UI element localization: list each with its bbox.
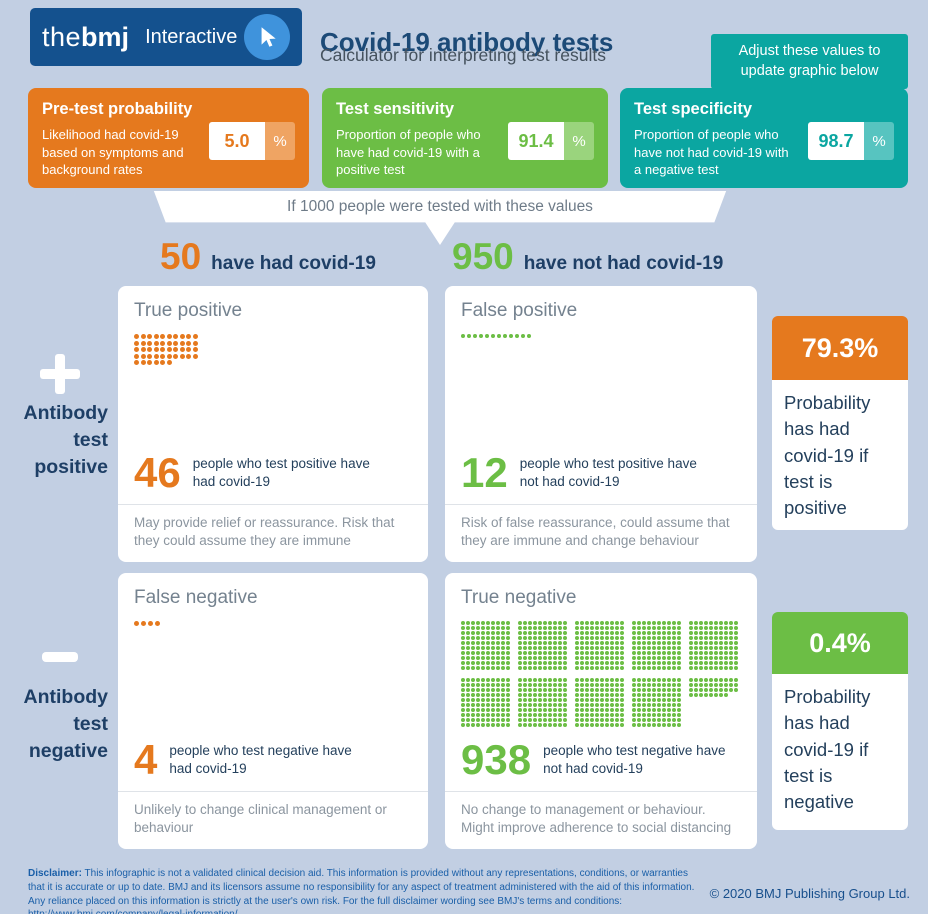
interactive-click-icon <box>244 14 290 60</box>
disclaimer-body: This infographic is not a validated clin… <box>28 868 695 914</box>
true-negative-card: True negative 938 people who test negati… <box>445 573 757 849</box>
positive-result-label: Probability has had covid-19 if test is … <box>784 392 871 519</box>
sensitivity-input-group: % <box>508 122 594 160</box>
specificity-input-group: % <box>808 122 894 160</box>
false-positive-count: 12 <box>461 448 508 496</box>
false-negative-card: False negative 4 people who test negativ… <box>118 573 428 849</box>
false-positive-desc: people who test positive have not had co… <box>519 456 697 489</box>
test-specificity-input[interactable] <box>808 122 864 160</box>
false-positive-dot-grid <box>461 334 741 338</box>
pretest-probability-input[interactable] <box>209 122 265 160</box>
false-negative-number-row: 4 people who test negative have had covi… <box>134 735 412 783</box>
disclaimer-text: Disclaimer: This infographic is not a va… <box>28 867 696 914</box>
true-negative-dot-grid <box>461 621 741 727</box>
sensitivity-desc: Proportion of people who have had covid-… <box>336 127 481 178</box>
percent-unit: % <box>864 122 894 160</box>
had-covid-label: have had covid-19 <box>211 253 376 274</box>
negative-probability-value: 0.4% <box>809 627 871 658</box>
had-covid-column-header: 50 have had covid-19 <box>160 238 376 275</box>
antibody-test-negative-label: Antibody test negative <box>23 686 108 762</box>
pretest-title: Pre-test probability <box>42 100 193 118</box>
negative-result-label: Probability has had covid-19 if test is … <box>784 686 871 813</box>
negative-result-badge: 0.4% <box>772 612 908 674</box>
page-subtitle: Calculator for interpreting test results <box>320 45 606 65</box>
not-had-covid-column-header: 950 have not had covid-19 <box>452 238 723 275</box>
specificity-desc: Proportion of people who have not had co… <box>634 127 789 178</box>
false-negative-note: Unlikely to change clinical management o… <box>118 790 428 849</box>
percent-unit: % <box>564 122 594 160</box>
false-positive-number-row: 12 people who test positive have not had… <box>461 448 741 496</box>
true-negative-desc: people who test negative have not had co… <box>543 743 726 776</box>
false-negative-count: 4 <box>134 735 158 783</box>
true-positive-number-row: 46 people who test positive have had cov… <box>134 448 412 496</box>
true-positive-count: 46 <box>134 448 181 496</box>
false-negative-dot-grid <box>134 621 412 626</box>
positive-result-badge: 79.3% <box>772 316 908 380</box>
plus-icon <box>40 354 80 394</box>
test-sensitivity-input[interactable] <box>508 122 564 160</box>
interactive-label: Interactive <box>145 25 238 48</box>
true-positive-dot-grid <box>134 334 412 365</box>
true-positive-desc: people who test positive have had covid-… <box>192 456 370 489</box>
true-negative-count: 938 <box>461 735 532 783</box>
bmj-logo: bmj <box>81 21 130 52</box>
not-had-covid-label: have not had covid-19 <box>523 253 724 274</box>
test-specificity-card: Test specificity Proportion of people wh… <box>620 88 908 188</box>
negative-result-card: Probability has had covid-19 if test is … <box>772 674 908 830</box>
false-positive-title: False positive <box>461 300 578 321</box>
copyright-text: © 2020 BMJ Publishing Group Ltd. <box>709 886 910 901</box>
true-negative-note: No change to management or behaviour. Mi… <box>445 790 757 849</box>
not-had-covid-count: 950 <box>452 236 514 277</box>
had-covid-count: 50 <box>160 236 202 277</box>
banner-ribbon: If 1000 people were tested with these va… <box>153 191 727 245</box>
false-negative-desc: people who test negative have had covid-… <box>169 743 352 776</box>
false-negative-title: False negative <box>134 587 258 608</box>
true-positive-title: True positive <box>134 300 243 321</box>
positive-result-card: Probability has had covid-19 if test is … <box>772 380 908 530</box>
false-positive-card: False positive 12 people who test positi… <box>445 286 757 562</box>
pretest-probability-card: Pre-test probability Likelihood had covi… <box>28 88 309 188</box>
false-positive-note: Risk of false reassurance, could assume … <box>445 503 757 562</box>
true-positive-note: May provide relief or reassurance. Risk … <box>118 503 428 562</box>
sensitivity-title: Test sensitivity <box>336 100 454 118</box>
true-negative-title: True negative <box>461 587 577 608</box>
antibody-test-positive-label: Antibody test positive <box>23 402 108 478</box>
true-negative-number-row: 938 people who test negative have not ha… <box>461 735 741 783</box>
disclaimer-lead: Disclaimer: <box>28 868 82 879</box>
banner-text: If 1000 people were tested with these va… <box>287 198 593 215</box>
pretest-desc: Likelihood had covid-19 based on symptom… <box>42 127 184 178</box>
positive-probability-value: 79.3% <box>801 332 879 363</box>
adjust-values-tooltip: Adjust these values to update graphic be… <box>711 34 908 103</box>
page-title: Covid-19 antibody tests <box>320 27 614 58</box>
pretest-input-group: % <box>209 122 295 160</box>
test-sensitivity-card: Test sensitivity Proportion of people wh… <box>322 88 608 188</box>
bmj-logo-box: the bmj Interactive <box>30 8 302 66</box>
true-positive-card: True positive 46 people who test positiv… <box>118 286 428 562</box>
bmj-logo-the: the <box>42 21 82 52</box>
minus-icon <box>42 652 78 662</box>
specificity-title: Test specificity <box>634 100 752 118</box>
percent-unit: % <box>265 122 295 160</box>
